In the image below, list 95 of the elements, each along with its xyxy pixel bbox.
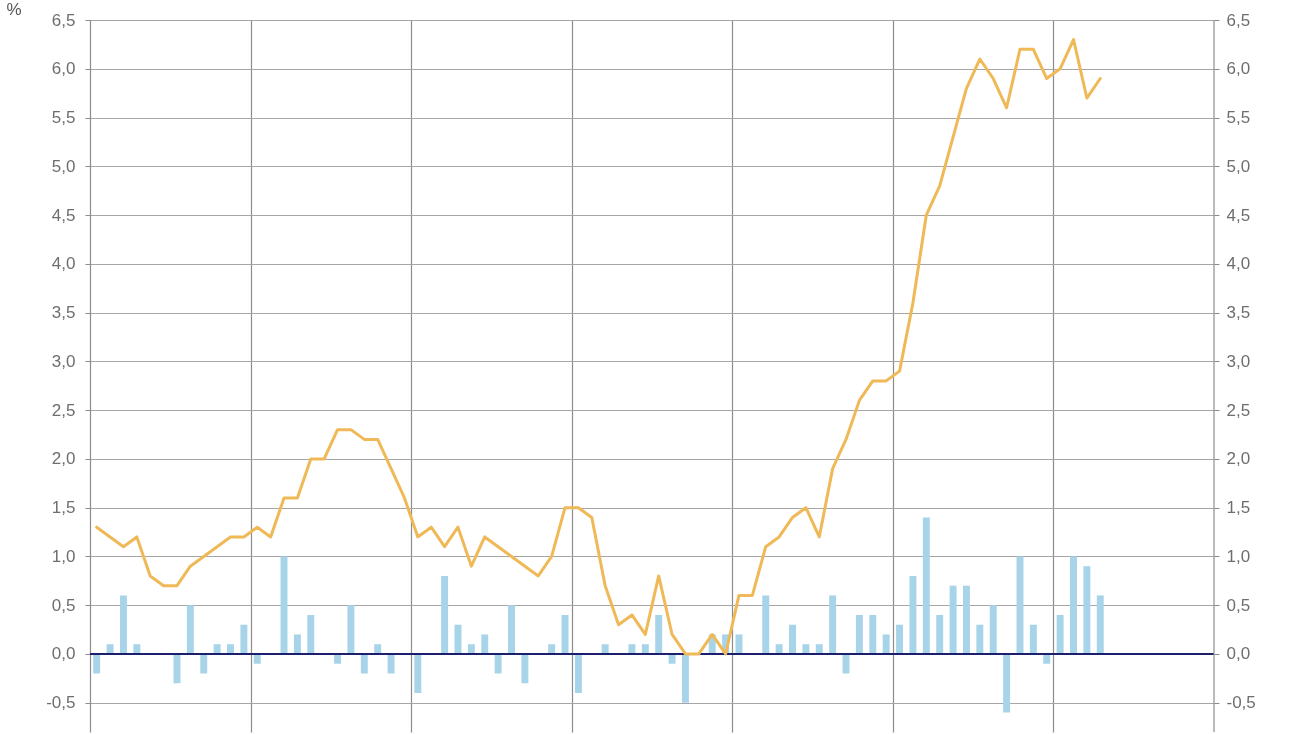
bar [762, 595, 770, 654]
bar [334, 653, 342, 664]
bar [1029, 624, 1037, 654]
bar [829, 595, 837, 654]
bar [641, 644, 649, 654]
y2-tick-label: 5,0 [1226, 156, 1251, 176]
bar [989, 605, 997, 654]
bar [119, 595, 127, 654]
y2-tick-label: 6,0 [1226, 59, 1251, 79]
bar [93, 653, 101, 674]
bar [1043, 653, 1051, 664]
y2-tick-label: 3,0 [1226, 351, 1251, 371]
y-tick-label: -0,5 [46, 693, 76, 713]
y2-tick-label: 1,0 [1226, 546, 1251, 566]
y2-tick-label: 0,0 [1226, 644, 1251, 664]
bar [494, 653, 502, 674]
bar [548, 644, 556, 654]
y-tick-label: 3,5 [51, 303, 76, 323]
y-tick-label: 2,5 [51, 400, 76, 420]
y2-tick-label: 2,0 [1226, 449, 1251, 469]
bar [387, 653, 395, 674]
y2-tick-label: 4,0 [1226, 254, 1251, 274]
y2-tick-label: 2,5 [1226, 400, 1251, 420]
y-tick-label: 5,5 [51, 108, 76, 128]
bar [775, 644, 783, 654]
y2-tick-label: 6,5 [1226, 10, 1251, 30]
bar [949, 585, 957, 654]
y2-tick-label: 3,5 [1226, 303, 1251, 323]
bar [481, 634, 489, 654]
y-tick-label: 3,0 [51, 351, 76, 371]
y-tick-label: 6,5 [51, 10, 76, 30]
y-tick-label: 2,0 [51, 449, 76, 469]
bar [628, 644, 636, 654]
bar [280, 556, 288, 654]
y2-tick-label: 4,5 [1226, 205, 1251, 225]
bar [1003, 653, 1011, 713]
bar [561, 614, 569, 654]
y2-tick-label: 5,5 [1226, 108, 1251, 128]
y-axis-title: % [6, 0, 22, 19]
bar [802, 644, 810, 654]
line-series [95, 38, 1102, 656]
bar [467, 644, 475, 654]
y2-tick-label: -0,5 [1226, 693, 1256, 713]
bar [842, 653, 850, 674]
bar [521, 653, 529, 684]
bar [200, 653, 208, 674]
bar [293, 634, 301, 654]
bar [307, 614, 315, 654]
y-tick-label: 0,5 [51, 595, 76, 615]
bar [855, 614, 863, 654]
bar [347, 605, 355, 654]
bar [414, 653, 422, 693]
bar [655, 614, 663, 654]
bar [1056, 614, 1064, 654]
y-tick-label: 4,0 [51, 254, 76, 274]
bar [869, 614, 877, 654]
bar [962, 585, 970, 654]
bar [909, 575, 917, 654]
bar [976, 624, 984, 654]
bar [454, 624, 462, 654]
bar [1016, 556, 1024, 654]
bar [441, 575, 449, 654]
bar [601, 644, 609, 654]
bar [936, 614, 944, 654]
bar [508, 605, 515, 654]
bar [106, 644, 114, 654]
y-tick-label: 6,0 [51, 59, 76, 79]
y-tick-label: 1,0 [51, 546, 76, 566]
bar [1096, 595, 1104, 654]
bar [374, 644, 382, 654]
bar [253, 653, 261, 664]
y-tick-label: 5,0 [51, 156, 76, 176]
bar [173, 653, 181, 684]
bar [735, 634, 743, 654]
bar [668, 653, 676, 664]
y-tick-label: 1,5 [51, 498, 76, 518]
bar [681, 653, 689, 703]
bar [815, 644, 823, 654]
y-tick-label: 0,0 [51, 644, 76, 664]
bar [1070, 556, 1077, 654]
y-tick-label: 4,5 [51, 205, 76, 225]
bar [133, 644, 141, 654]
bar [896, 624, 904, 654]
y2-tick-label: 0,5 [1226, 595, 1251, 615]
bar [789, 624, 796, 654]
bar [186, 605, 194, 654]
bar [574, 653, 582, 693]
bar [240, 624, 248, 654]
bar [227, 644, 234, 654]
bar [360, 653, 368, 674]
y2-tick-label: 1,5 [1226, 498, 1251, 518]
bar [922, 517, 930, 654]
bar [882, 634, 890, 654]
bar [213, 644, 221, 654]
bar [1083, 566, 1091, 654]
